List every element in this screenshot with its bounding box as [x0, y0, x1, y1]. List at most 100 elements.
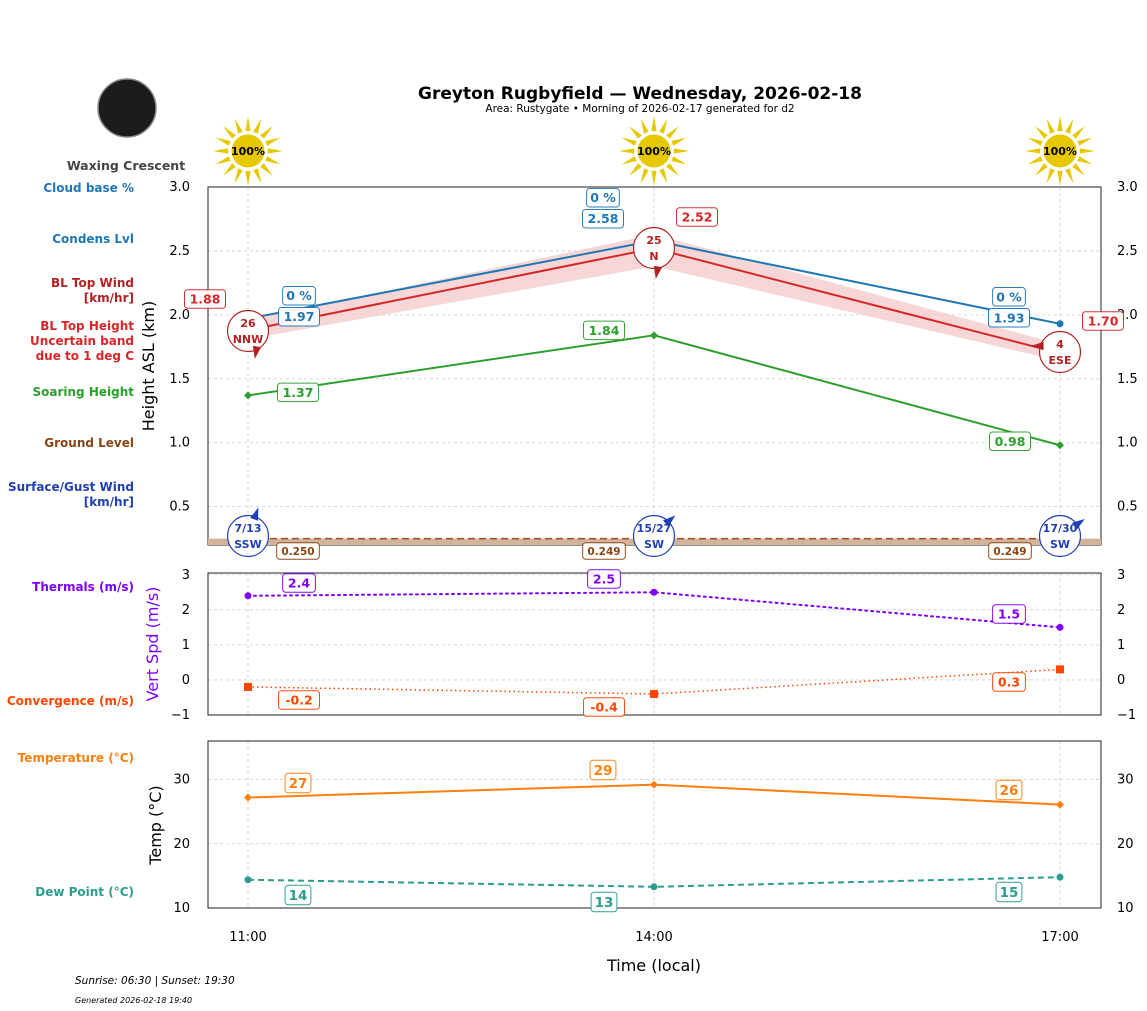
convergence-label-box	[278, 690, 320, 710]
thermals-label-box	[587, 569, 621, 589]
convergence-label-text: -0.2	[285, 693, 312, 708]
dew-point-label: 13	[590, 891, 618, 913]
wind-arrow-icon	[252, 345, 262, 359]
y-tick-label-right: 0.5	[1117, 500, 1138, 515]
legend-label-temperature: Temperature (°C)	[18, 751, 134, 765]
wind-speed-label: 25	[646, 234, 661, 247]
wind-speed-label: 17/30	[1043, 522, 1078, 535]
wind-arrow-icon	[663, 515, 676, 527]
temperature-label-text: 27	[289, 776, 308, 792]
y-tick-label-right: 2	[1117, 603, 1125, 618]
sun-ray	[659, 118, 668, 134]
condens-label: 1.97	[278, 306, 320, 327]
temperature-label: 26	[995, 779, 1023, 801]
panel-1: 0.5 0.51.0 1.01.5 1.52.0 2.02.5 2.53.0 3.0	[169, 180, 1138, 546]
thermals-label-text: 2.5	[593, 572, 615, 587]
cloud-base-pct-label-text: 0 %	[996, 289, 1022, 304]
dew-point-label-text: 15	[1000, 885, 1019, 901]
moon-phase-label: Waxing Crescent	[67, 158, 185, 173]
cloud-base-pct-label-box	[282, 285, 316, 306]
thermals-label: 2.4	[282, 573, 316, 593]
y-axis-label: Height ASL (km)	[139, 301, 158, 431]
y-tick-label: 2	[182, 603, 190, 618]
legend-label-ground: Ground Level	[44, 436, 134, 450]
y-axis-label: Temp (°C)	[146, 785, 165, 865]
sun-ray	[1046, 168, 1055, 184]
y-tick-label: 20	[173, 837, 190, 852]
sun-ray	[1077, 156, 1093, 165]
bl-top-label-text: 1.70	[1088, 314, 1119, 329]
wind-arrow-icon	[1031, 341, 1044, 351]
sun-ray	[1046, 118, 1055, 134]
sun-ray	[1079, 148, 1095, 154]
sun-disc	[636, 133, 672, 169]
legend-label-soaring: Soaring Height	[33, 385, 135, 399]
condens-label-text: 1.93	[994, 310, 1025, 325]
legend-label-bl-height: BL Top Height	[40, 319, 134, 333]
wind-speed-label: 4	[1056, 338, 1064, 351]
dew-point-label-box	[590, 891, 618, 913]
ground-level-label-text: 0.250	[281, 546, 314, 558]
temperature-point	[244, 793, 252, 802]
wind-direction-label: SW	[1050, 538, 1070, 551]
wind-direction-label: SW	[644, 538, 664, 551]
wind-circle	[1038, 330, 1082, 374]
y-tick-label: 3.0	[169, 180, 190, 195]
y-tick-label-right: 3.0	[1117, 180, 1138, 195]
sun-ray	[260, 126, 273, 139]
sun-ray	[245, 170, 251, 186]
y-tick-label: 1.0	[169, 436, 190, 451]
thermals-label-box	[992, 604, 1026, 624]
soaring-height-label: 1.84	[583, 320, 625, 341]
y-tick-label-right: 20	[1117, 837, 1134, 852]
sun-ray	[673, 148, 689, 154]
sun-ray	[1057, 116, 1063, 132]
ground-level-label-box	[582, 542, 626, 560]
ground-level-label-box	[276, 542, 320, 560]
sun-ray	[666, 163, 679, 176]
surface-wind-indicator: 15/27 SW	[632, 514, 676, 558]
y-tick-label: 30	[173, 773, 190, 788]
sun-ray	[629, 126, 642, 139]
legend-label-surface-wind: [km/hr]	[84, 495, 134, 509]
x-tick-label: 11:00	[229, 930, 266, 945]
legend-label-convergence: Convergence (m/s)	[7, 694, 134, 708]
temperature-label-box	[589, 759, 617, 781]
y-tick-label: 3	[182, 568, 190, 583]
sun-ray	[666, 126, 679, 139]
thermals-point	[650, 588, 658, 596]
wind-direction-label: ESE	[1049, 354, 1072, 367]
condens-label-box	[988, 308, 1030, 328]
sun-ray	[234, 118, 243, 134]
dew-point-label-text: 14	[289, 888, 308, 904]
convergence-point	[244, 682, 252, 691]
dew-point-point	[1056, 873, 1064, 881]
thermals-line	[247, 591, 1061, 629]
condens-label-text: 1.97	[284, 309, 315, 324]
sun-ray	[1035, 163, 1048, 176]
ground-level-label-text: 0.249	[993, 546, 1026, 558]
sun-ray	[1072, 126, 1085, 139]
soaring-height-label-box	[989, 431, 1031, 452]
sun-percent-label: 100%	[637, 145, 671, 158]
condens-label-box	[278, 306, 320, 327]
legend-label-bl-wind: [km/hr]	[84, 291, 134, 305]
sun-ray	[1077, 137, 1093, 146]
sun-ray	[671, 137, 687, 146]
bl-top-label-box	[1082, 311, 1124, 331]
legend-label-bl-height: Uncertain band	[30, 334, 134, 348]
wind-arrow-icon	[653, 265, 663, 279]
sun-disc	[1042, 133, 1078, 169]
sun-ray	[245, 116, 251, 132]
wind-direction-label: SSW	[234, 538, 261, 551]
wind-speed-label: 15/27	[637, 522, 672, 535]
thermals-label-box	[282, 573, 316, 593]
legend-label-bl-height: due to 1 deg C	[36, 349, 135, 363]
cloud-base-pct-label-box	[586, 187, 620, 208]
dew-point-label-text: 13	[595, 895, 614, 911]
cloud-base-pct-label-text: 0 %	[286, 288, 312, 303]
dew-point-label: 15	[995, 881, 1023, 903]
sun-percent-label: 100%	[231, 145, 265, 158]
legend-label-dew: Dew Point (°C)	[35, 885, 134, 899]
